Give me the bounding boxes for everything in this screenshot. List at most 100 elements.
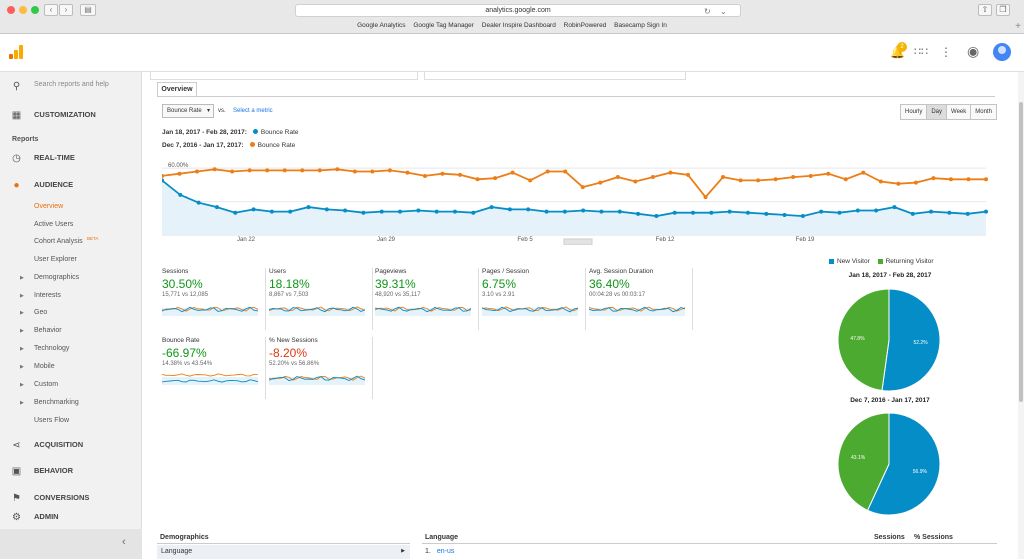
data-point	[764, 211, 769, 216]
visitor-pie-chart-current[interactable]: 52.2% 47.8%	[835, 287, 943, 393]
url-bar[interactable]: analytics.google.com ↻ ⌄	[295, 4, 741, 17]
sidebar-item-label: Mobile	[34, 363, 55, 370]
x-tick-label: Feb 5	[517, 237, 533, 243]
sidebar-item-mobile[interactable]: ▶ Mobile	[0, 363, 142, 375]
data-point	[269, 209, 274, 214]
sparkline-series	[162, 379, 258, 383]
sidebar-item-benchmarking[interactable]: ▶ Benchmarking	[0, 399, 142, 411]
bookmark-item[interactable]: Basecamp Sign In	[614, 22, 667, 29]
hourly-button[interactable]: Hourly	[900, 104, 928, 120]
apps-grid-icon[interactable]: ∷∷	[914, 46, 928, 58]
data-point	[434, 209, 439, 214]
sidebar-item-audience[interactable]: ● AUDIENCE	[0, 180, 142, 194]
sidebar-item-conversions[interactable]: ⚑ CONVERSIONS	[0, 493, 142, 507]
pct-sessions-column-header[interactable]: % Sessions	[914, 534, 953, 541]
legend-range: Dec 7, 2016 - Jan 17, 2017:	[162, 142, 244, 149]
expand-arrow-icon: ▶	[20, 364, 24, 370]
more-vert-icon[interactable]: ⋮	[940, 45, 952, 59]
data-point	[598, 180, 603, 185]
back-icon[interactable]: ‹	[44, 4, 58, 16]
sidebar-item-user-explorer[interactable]: User Explorer	[0, 256, 142, 268]
data-point	[387, 168, 392, 173]
data-point	[654, 214, 659, 219]
x-tick-label: Jan 22	[237, 237, 256, 243]
minimize-window-button[interactable]	[19, 6, 27, 14]
sparkline-series	[269, 306, 365, 312]
sparkline-area	[589, 308, 685, 316]
sidebar-item-active-users[interactable]: Active Users	[0, 221, 142, 233]
sessions-column-header[interactable]: Sessions	[874, 534, 905, 541]
scorecard[interactable]: Sessions 30.50% 15,771 vs 12,085	[162, 268, 266, 330]
sidebar-item-realtime[interactable]: ◷ REAL-TIME	[0, 153, 142, 167]
account-circle-icon[interactable]: ◉	[967, 43, 980, 59]
chart-resize-handle[interactable]	[563, 238, 593, 245]
download-icon[interactable]: ⌄	[720, 7, 727, 16]
metric-dropdown[interactable]: Bounce Rate	[162, 104, 214, 118]
reload-icon[interactable]: ↻	[704, 7, 711, 16]
sidebar-item-overview[interactable]: Overview	[0, 203, 142, 215]
bookmark-item[interactable]: Google Tag Manager	[413, 22, 474, 29]
new-tab-icon[interactable]: +	[1015, 21, 1021, 32]
scrollbar[interactable]	[1018, 72, 1024, 559]
data-point	[636, 211, 641, 216]
sidebar-item-label: Behavior	[34, 327, 62, 334]
maximize-window-button[interactable]	[31, 6, 39, 14]
divider	[422, 543, 997, 544]
scorecard[interactable]: Bounce Rate -66.97% 14.38% vs 43.54%	[162, 337, 266, 399]
collapse-sidebar-button[interactable]: ‹	[0, 529, 142, 559]
sidebar-item-geo[interactable]: ▶ Geo	[0, 309, 142, 321]
scorecard[interactable]: Pages / Session 6.75% 3.10 vs 2.91	[482, 268, 586, 330]
sidebar-item-technology[interactable]: ▶ Technology	[0, 345, 142, 357]
close-window-button[interactable]	[7, 6, 15, 14]
data-point	[599, 209, 604, 214]
search-input[interactable]: Search reports and help	[34, 81, 109, 88]
sidebar-item-custom[interactable]: ▶ Custom	[0, 381, 142, 393]
sparkline-series	[589, 306, 685, 312]
data-point	[398, 209, 403, 214]
sidebar-item-admin[interactable]: ⚙ ADMIN	[0, 512, 142, 526]
scorecard[interactable]: Pageviews 39.31% 48,920 vs 35,117	[375, 268, 479, 330]
sidebar-item-users-flow[interactable]: Users Flow	[0, 417, 142, 429]
visitor-pie-chart-previous[interactable]: 56.9% 43.1%	[835, 411, 943, 517]
top-panel	[150, 72, 418, 80]
sidebar-item-acquisition[interactable]: ⋖ ACQUISITION	[0, 440, 142, 454]
month-button[interactable]: Month	[970, 104, 997, 120]
week-button[interactable]: Week	[946, 104, 972, 120]
avatar[interactable]	[993, 43, 1011, 61]
sidebar-item-behavior[interactable]: ▶ Behavior	[0, 327, 142, 339]
scorecard[interactable]: Users 18.18% 8,867 vs 7,503	[269, 268, 373, 330]
data-point	[405, 170, 410, 175]
scorecard-value: 39.31%	[375, 277, 416, 291]
bookmark-item[interactable]: Google Analytics	[357, 22, 406, 29]
day-button[interactable]: Day	[926, 104, 948, 120]
sidebar-item-interests[interactable]: ▶ Interests	[0, 292, 142, 304]
analytics-logo-icon[interactable]	[9, 45, 23, 59]
sidebar-item-cohort-analysis[interactable]: Cohort Analysis BETA	[0, 236, 142, 250]
search-reports[interactable]: ⚲ Search reports and help	[0, 81, 142, 97]
sidebar-toggle-icon[interactable]: ▤	[80, 4, 96, 16]
language-link[interactable]: en-us	[436, 548, 455, 555]
forward-icon[interactable]: ›	[59, 4, 73, 16]
data-point	[214, 205, 219, 210]
share-icon[interactable]: ⇧	[978, 4, 992, 16]
data-point	[691, 210, 696, 215]
sidebar-item-label: Demographics	[34, 274, 80, 281]
bookmark-item[interactable]: RobinPowered	[563, 22, 607, 29]
sidebar-item-behavior[interactable]: ▣ BEHAVIOR	[0, 466, 142, 480]
sidebar-item-demographics[interactable]: ▶ Demographics	[0, 274, 142, 286]
demographics-language-item[interactable]: Language ▶	[157, 545, 410, 559]
scorecard[interactable]: % New Sessions -8.20% 52.20% vs 56.86%	[269, 337, 373, 399]
bookmark-item[interactable]: Dealer Inspire Dashboard	[481, 22, 556, 29]
data-point	[855, 208, 860, 213]
sidebar-item-customization[interactable]: ▦ CUSTOMIZATION	[0, 110, 142, 124]
select-metric-link[interactable]: Select a metric	[233, 108, 273, 114]
tab-overview[interactable]: Overview	[157, 82, 197, 97]
data-point	[826, 171, 831, 176]
data-point	[563, 169, 568, 174]
scorecard[interactable]: Avg. Session Duration 36.40% 00:04:28 vs 0…	[589, 268, 693, 330]
pie-label-returning: 43.1%	[851, 455, 866, 461]
sparkline-series	[162, 306, 258, 312]
data-point	[379, 209, 384, 214]
tabs-icon[interactable]: ❒	[996, 4, 1010, 16]
